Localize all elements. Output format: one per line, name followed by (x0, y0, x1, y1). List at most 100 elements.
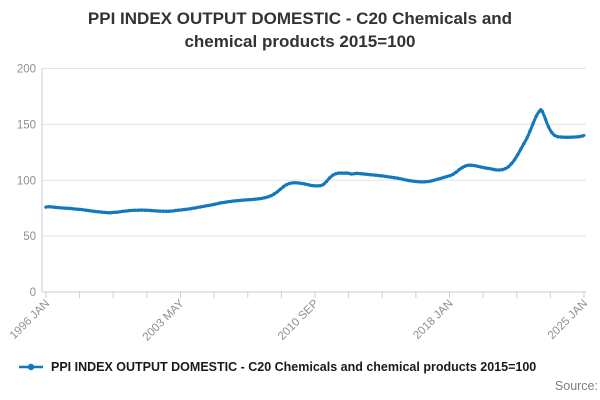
legend-marker-dot (27, 363, 35, 371)
series-point (297, 181, 301, 185)
series-point (183, 207, 187, 212)
series-point (263, 196, 267, 200)
series-point (580, 134, 585, 138)
series-point (318, 183, 323, 188)
series-point (173, 208, 178, 213)
series-point (176, 208, 181, 212)
series-point (161, 209, 165, 213)
series-point (65, 206, 70, 210)
series-point (435, 177, 440, 181)
series-point (516, 153, 520, 157)
series-point (340, 171, 344, 175)
series-point (266, 195, 270, 199)
legend-item[interactable]: PPI INDEX OUTPUT DOMESTIC - C20 Chemical… (18, 360, 536, 374)
y-tick-label-0: 0 (30, 287, 36, 299)
series-point (565, 135, 569, 139)
series-point (368, 173, 372, 177)
series-point (432, 178, 437, 182)
series-point (568, 135, 572, 139)
y-tick-label-50: 50 (23, 231, 36, 243)
series-point (284, 183, 289, 187)
series-point (229, 199, 233, 204)
series-point (133, 208, 138, 212)
series-point (232, 199, 236, 203)
series-point (445, 174, 449, 179)
legend-label: PPI INDEX OUTPUT DOMESTIC - C20 Chemical… (51, 360, 537, 374)
series-point (343, 171, 347, 175)
series-point (574, 135, 578, 139)
series-point (327, 176, 332, 180)
series-point (87, 208, 91, 213)
series-point (334, 172, 338, 176)
series-point (377, 173, 381, 178)
series-point (47, 205, 51, 209)
series-point (72, 207, 76, 211)
series-point (167, 209, 171, 213)
series-point (429, 179, 434, 183)
series-point (69, 206, 73, 211)
series-point (300, 181, 304, 186)
series-point (479, 165, 483, 169)
series-point (269, 194, 273, 198)
series-point (475, 164, 480, 168)
series-point (349, 172, 353, 176)
series-point (93, 209, 98, 214)
series-point (324, 179, 329, 184)
series-point (389, 175, 393, 179)
series-point (115, 210, 119, 214)
series-point (553, 133, 557, 138)
series-point (534, 114, 538, 119)
series-point (192, 206, 196, 210)
series-point (371, 173, 375, 177)
series-point (204, 204, 208, 208)
series-point (130, 208, 134, 213)
series-point (472, 163, 477, 168)
series-point (463, 164, 467, 168)
series-point (546, 125, 551, 129)
x-tick-label-1: 2003 MAY (141, 297, 187, 343)
series-point (466, 163, 471, 167)
series-point (337, 171, 341, 175)
series-point (121, 209, 125, 213)
series-point (438, 176, 443, 181)
series-point (577, 134, 582, 139)
series-point (426, 179, 430, 184)
series-point (358, 172, 363, 176)
series-point (180, 208, 184, 212)
series-point (417, 180, 421, 184)
series-point (571, 135, 575, 139)
series-point (383, 174, 387, 178)
series-point (294, 181, 298, 185)
series-point (220, 201, 224, 205)
series-point (497, 168, 501, 172)
series-point (355, 171, 360, 175)
series-point (290, 181, 295, 185)
series-line (44, 108, 586, 215)
y-tick-label-200: 200 (17, 64, 36, 76)
series-point (158, 209, 162, 213)
series-point (244, 198, 249, 202)
series-point (549, 130, 554, 134)
series-point (149, 208, 153, 213)
series-point (494, 168, 498, 172)
series-point (136, 208, 141, 212)
series-point (364, 172, 369, 176)
series-point (109, 211, 113, 215)
series-point (127, 208, 131, 213)
series-point (491, 167, 495, 171)
series-point (321, 182, 326, 187)
x-tick-label-0: 1996 JAN (8, 298, 52, 342)
series-point (106, 211, 110, 215)
source-label: Source: (554, 379, 598, 393)
series-point (401, 177, 406, 182)
series-point (405, 178, 409, 182)
series-point (78, 207, 82, 212)
chart-title-line-2: chemical products 2015=100 (184, 32, 416, 51)
series-point (164, 209, 168, 213)
series-point (303, 182, 307, 186)
series-line-marker-icon (19, 363, 43, 371)
series-point (139, 208, 144, 212)
series-point (281, 185, 286, 189)
series-point (155, 209, 159, 213)
series-point (195, 205, 199, 210)
